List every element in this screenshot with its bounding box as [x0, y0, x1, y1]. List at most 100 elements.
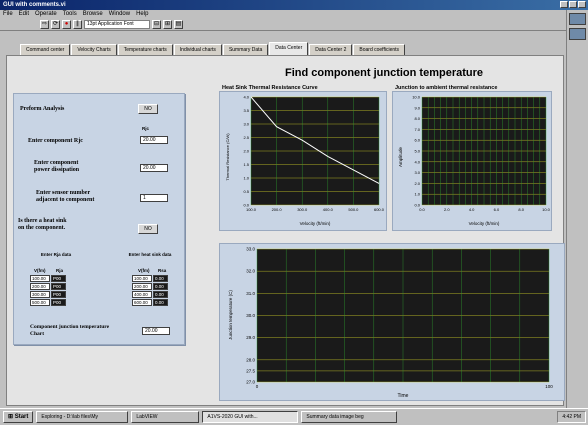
heatsink-question-2: on the component.: [18, 225, 66, 231]
x-tick-label: 400.0: [323, 207, 334, 212]
y-tick-label: 2.0: [243, 149, 249, 154]
vi-icon[interactable]: [569, 28, 586, 40]
tab-board-coefficients[interactable]: Board coefficients: [353, 44, 406, 55]
taskbar-item-explorer[interactable]: Exploring - D:\lab files\My: [36, 411, 129, 423]
taskbar-item-labview[interactable]: LabVIEW: [131, 411, 200, 423]
tab-data-center-2[interactable]: Data Center 2: [309, 44, 353, 55]
y-tick-label: 29.0: [246, 335, 255, 340]
hs-rsa-cell[interactable]: 0.00: [153, 291, 168, 298]
tab-data-center[interactable]: Data Center: [269, 42, 309, 55]
ja-chart: 0.0 1.0 2.0 3.0 4.0 5.0 6.0 7.0 8.0 9.0 10.0 0.0 2.…: [398, 95, 551, 227]
hs-rsa-cell[interactable]: 0.00: [153, 283, 168, 290]
tab-velocity-charts[interactable]: Velocity Charts: [71, 44, 117, 55]
minimize-button[interactable]: [560, 1, 568, 8]
x-tick-label: 4.0: [469, 207, 475, 212]
menu-help[interactable]: Help: [136, 11, 149, 17]
heatsink-button[interactable]: NO: [138, 224, 158, 234]
heatsink-chart: 0.0 0.5 1.0 1.5 2.0 2.5 3.0 3.5 4.0 100.0 200.0 30…: [225, 95, 385, 227]
distribute-icon[interactable]: ⊞: [163, 20, 172, 29]
menu-edit[interactable]: Edit: [18, 11, 30, 17]
tab-command-center[interactable]: Command center: [20, 44, 71, 55]
reorder-icon[interactable]: ▤: [174, 20, 183, 29]
table-row: 300.00 P00: [30, 291, 66, 298]
rjc-input[interactable]: 20.00: [140, 136, 168, 144]
preform-analysis-button[interactable]: NO: [138, 104, 158, 114]
align-icon[interactable]: ⊟: [152, 20, 161, 29]
power-input[interactable]: 20.00: [140, 164, 168, 172]
series-line: [250, 96, 380, 184]
hs-col-rsa: Rsa: [158, 268, 167, 273]
y-tick-label: 33.0: [246, 247, 255, 252]
y-tick-label: 28.0: [246, 357, 255, 362]
x-tick-label: 600.0: [374, 207, 385, 212]
x-tick-label: 200.0: [272, 207, 283, 212]
windows-logo-icon: ⊞: [8, 414, 15, 420]
result-label-2: Chart: [30, 331, 45, 337]
x-axis-label: Velocity (ft/min): [469, 221, 500, 226]
hs-rsa-cell[interactable]: 0.00: [153, 275, 168, 282]
rja-value-cell[interactable]: P00: [51, 291, 66, 298]
menu-tools[interactable]: Tools: [62, 11, 77, 17]
system-clock: 4:42 PM: [557, 411, 586, 423]
tab-individual-charts[interactable]: Individual charts: [173, 44, 222, 55]
menu-operate[interactable]: Operate: [35, 11, 57, 17]
rja-v-cell[interactable]: 500.00: [30, 299, 50, 306]
close-button[interactable]: [578, 1, 586, 8]
taskbar-item-gui[interactable]: A1VS-2020 GUI with...: [202, 411, 299, 423]
hs-v-cell[interactable]: 200.00: [132, 283, 152, 290]
y-tick-label: 32.0: [246, 269, 255, 274]
x-tick-label: 0: [256, 384, 259, 389]
rja-v-cell[interactable]: 200.00: [30, 283, 50, 290]
font-selector[interactable]: 13pt Application Font: [84, 20, 150, 29]
hs-v-cell[interactable]: 600.00: [132, 299, 152, 306]
tab-temperature-charts[interactable]: Temperature charts: [117, 44, 173, 55]
x-tick-label: 6.0: [494, 207, 500, 212]
rja-value-cell[interactable]: P00: [51, 275, 66, 282]
x-tick-label: 8.0: [518, 207, 524, 212]
hs-v-cell[interactable]: 400.00: [132, 291, 152, 298]
y-tick-label: 31.0: [246, 291, 255, 296]
y-tick-label: 0.0: [243, 203, 249, 208]
enter-rjc-label: Enter component Rjc: [28, 138, 83, 144]
input-panel: Preform Analysis NO Rjc Enter component …: [13, 93, 185, 345]
y-tick-label: 0.0: [414, 203, 420, 208]
rja-value-cell[interactable]: P00: [51, 283, 66, 290]
y-tick-label: 9.0: [414, 105, 420, 110]
pause-icon[interactable]: ∥: [73, 20, 82, 29]
heatsink-table: 100.00 0.00 200.00 0.00 400.00 0.00 600.00 0…: [132, 275, 168, 307]
window-title-bar[interactable]: GUI with comments.vi: [0, 0, 588, 10]
enter-sensor-label-2: adjacent to component: [36, 197, 95, 203]
connector-pane-icon[interactable]: [569, 13, 586, 25]
run-arrow-icon[interactable]: ⇨: [40, 20, 49, 29]
hs-v-cell[interactable]: 100.00: [132, 275, 152, 282]
x-axis-label: Velocity (ft/min): [300, 221, 331, 226]
x-tick-label: 100.0: [246, 207, 257, 212]
rja-v-cell[interactable]: 300.00: [30, 291, 50, 298]
start-button[interactable]: ⊞ Start: [3, 411, 34, 423]
y-tick-label: 7.0: [414, 127, 420, 132]
y-tick-label: 3.5: [243, 108, 249, 113]
y-axis-label: Amplitude: [398, 147, 403, 168]
sensor-input[interactable]: 1: [140, 194, 168, 202]
x-tick-label: 500.0: [348, 207, 359, 212]
heatsink-question-1: Is there a heat sink: [18, 218, 67, 224]
y-tick-label: 0.5: [243, 189, 249, 194]
menu-window[interactable]: Window: [108, 11, 131, 17]
window-title: GUI with comments.vi: [3, 2, 66, 8]
table-row: 500.00 P00: [30, 299, 66, 306]
rja-table: 100.00 P00 200.00 P00 300.00 P00 500.00 P00: [30, 275, 66, 307]
table-row: 600.00 0.00: [132, 299, 168, 306]
page-title: Find component junction temperature: [285, 67, 484, 79]
x-tick-label: 0.0: [419, 207, 425, 212]
rja-value-cell[interactable]: P00: [51, 299, 66, 306]
taskbar-item-summary[interactable]: Summary data image beg: [301, 411, 398, 423]
abort-icon[interactable]: ●: [62, 20, 71, 29]
y-tick-label: 2.5: [243, 135, 249, 140]
menu-file[interactable]: File: [3, 11, 13, 17]
hs-rsa-cell[interactable]: 0.00: [153, 299, 168, 306]
rja-v-cell[interactable]: 100.00: [30, 275, 50, 282]
maximize-button[interactable]: [569, 1, 577, 8]
menu-browse[interactable]: Browse: [82, 11, 103, 17]
run-continuous-icon[interactable]: ⟳: [51, 20, 60, 29]
tab-summary-data[interactable]: Summary Data: [222, 44, 269, 55]
